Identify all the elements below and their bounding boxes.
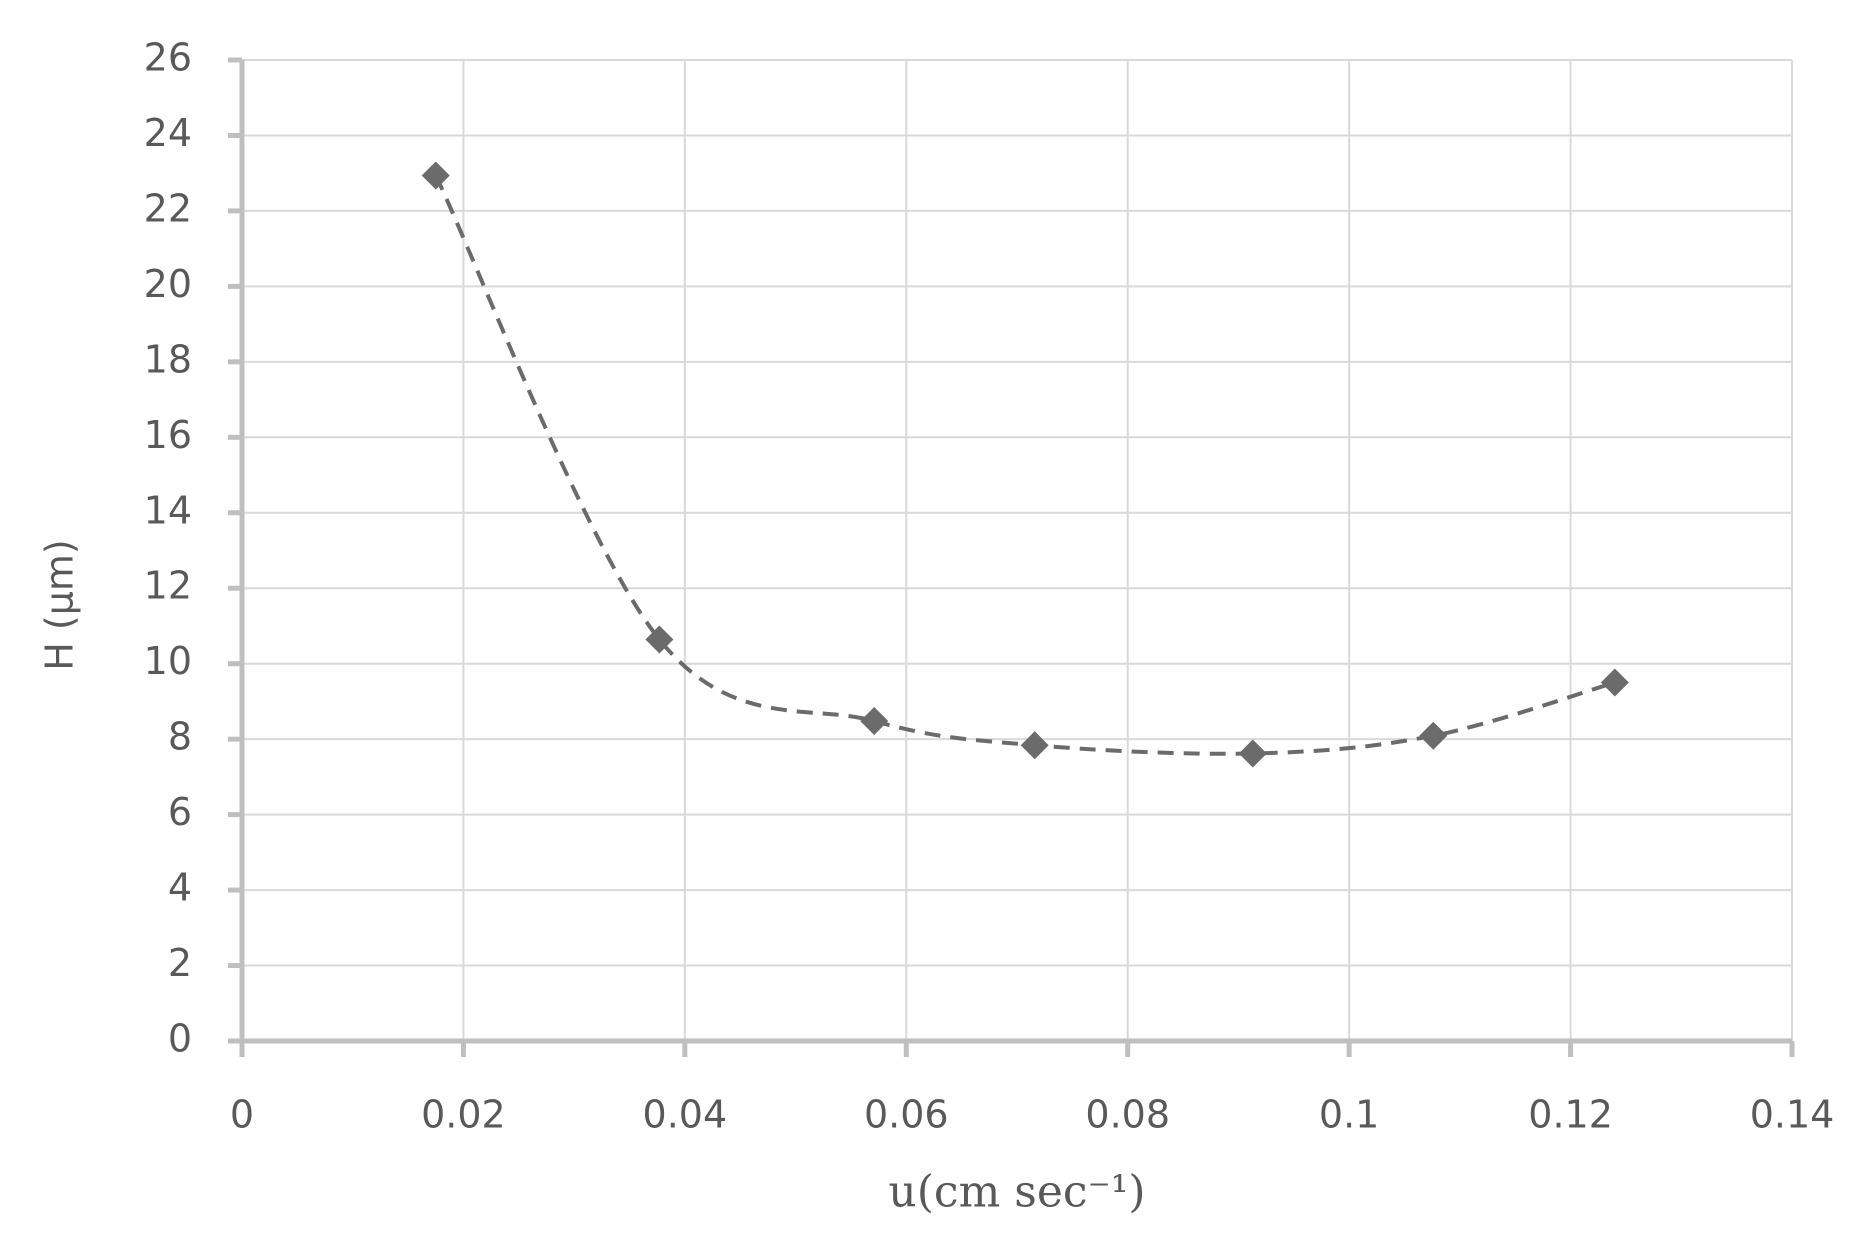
- y-tick-label: 8: [168, 715, 192, 759]
- x-tick-label: 0.04: [643, 1093, 728, 1137]
- y-tick-label: 4: [168, 866, 192, 910]
- marker: [421, 161, 450, 190]
- marker: [1419, 721, 1448, 750]
- x-tick-label: 0.02: [421, 1093, 506, 1137]
- y-tick-label: 12: [144, 564, 192, 608]
- y-tick-label: 22: [144, 186, 192, 230]
- y-tick-label: 2: [168, 941, 192, 985]
- marker: [645, 625, 674, 654]
- y-tick-label: 20: [144, 262, 192, 306]
- x-tick-label: 0: [230, 1093, 254, 1137]
- y-axis-title: H (µm): [38, 539, 82, 671]
- x-tick-label: 0.08: [1085, 1093, 1170, 1137]
- x-axis-title: u(cm sec⁻¹): [888, 1167, 1145, 1218]
- y-tick-label: 0: [168, 1017, 192, 1061]
- x-tick-label: 0.06: [864, 1093, 949, 1137]
- x-tick-label: 0.1: [1319, 1093, 1379, 1137]
- marker: [860, 707, 889, 736]
- x-tick-label: 0.12: [1528, 1093, 1613, 1137]
- x-tick-label: 0.14: [1750, 1093, 1835, 1137]
- marker: [1020, 731, 1049, 760]
- y-tick-label: 16: [144, 413, 192, 457]
- y-tick-label: 14: [144, 488, 192, 532]
- trendline: [433, 174, 1616, 756]
- y-tick-label: 24: [144, 111, 192, 155]
- y-tick-label: 10: [144, 639, 192, 683]
- y-tick-label: 6: [168, 790, 192, 834]
- marker: [1238, 739, 1267, 768]
- marker: [1600, 668, 1629, 697]
- y-tick-label: 18: [144, 337, 192, 381]
- y-tick-label: 26: [144, 36, 192, 80]
